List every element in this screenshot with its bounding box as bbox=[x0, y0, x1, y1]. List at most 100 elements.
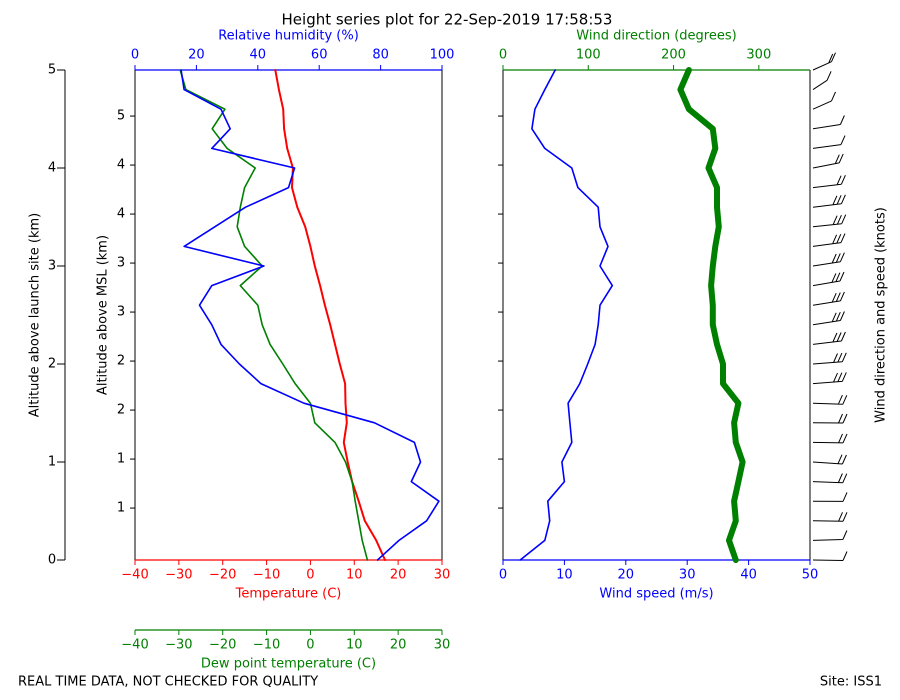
data-line bbox=[274, 69, 386, 561]
y2-tick-label: 1 bbox=[117, 452, 125, 467]
y2-tick-label: 4 bbox=[117, 207, 125, 222]
barb-stroke bbox=[812, 52, 836, 71]
y-axis-label: Altitude above launch site (km) bbox=[28, 213, 43, 417]
wind-barb bbox=[812, 473, 848, 484]
x-tick-label: 20 bbox=[390, 638, 407, 653]
barb-stroke bbox=[812, 530, 848, 541]
wind-barb bbox=[812, 71, 832, 91]
x-tick-label: 100 bbox=[576, 48, 601, 63]
x-tick-label: −10 bbox=[253, 638, 280, 653]
x-tick-label: −30 bbox=[165, 638, 192, 653]
x-axis-label: Wind speed (m/s) bbox=[599, 587, 713, 602]
barb-stroke bbox=[812, 194, 846, 208]
x-tick-label: 30 bbox=[434, 568, 451, 583]
y2-tick-label: 3 bbox=[117, 305, 125, 320]
y-tick-label: 0 bbox=[48, 553, 56, 568]
barb-stroke bbox=[812, 153, 844, 169]
barb-stroke bbox=[812, 372, 847, 385]
x-tick-label: 40 bbox=[250, 48, 267, 63]
x-tick-label: 50 bbox=[802, 568, 819, 583]
data-line bbox=[519, 69, 614, 561]
wind-barb bbox=[812, 271, 845, 287]
x-tick-label: 10 bbox=[346, 568, 363, 583]
x-tick-label: −40 bbox=[121, 638, 148, 653]
barb-stroke bbox=[812, 413, 848, 424]
barb-stroke bbox=[812, 454, 847, 465]
y2-tick-label: 2 bbox=[117, 403, 125, 418]
x-tick-label: 10 bbox=[556, 568, 573, 583]
x-tick-label: 0 bbox=[306, 568, 314, 583]
x-tick-label: 300 bbox=[746, 48, 771, 63]
data-line bbox=[180, 69, 440, 561]
wind-barb bbox=[812, 194, 846, 208]
barb-stroke bbox=[812, 433, 848, 444]
barb-stroke bbox=[812, 352, 847, 365]
y-tick-label: 2 bbox=[48, 357, 56, 372]
wind-barb bbox=[812, 372, 847, 385]
x-axis-label: Wind direction (degrees) bbox=[576, 29, 736, 44]
y2-tick-label: 4 bbox=[117, 158, 125, 173]
x-tick-label: 30 bbox=[434, 638, 451, 653]
x-tick-label: −20 bbox=[209, 638, 236, 653]
barb-stroke bbox=[812, 71, 832, 91]
x-axis-label: Dew point temperature (C) bbox=[201, 657, 376, 672]
x-tick-label: −40 bbox=[121, 568, 148, 583]
x-axis-label: Temperature (C) bbox=[235, 587, 342, 602]
x-tick-label: 100 bbox=[430, 48, 455, 63]
barb-stroke bbox=[812, 512, 848, 522]
x-tick-label: 0 bbox=[499, 568, 507, 583]
barb-stroke bbox=[812, 91, 836, 110]
wind-barb bbox=[812, 413, 848, 424]
data-line bbox=[179, 69, 369, 561]
wind-barb bbox=[812, 433, 848, 444]
wind-barb bbox=[812, 331, 846, 345]
wind-barb bbox=[812, 174, 846, 189]
wind-barb bbox=[812, 394, 848, 405]
wind-barb bbox=[812, 214, 847, 228]
wind-barb bbox=[812, 311, 845, 326]
x-tick-label: 0 bbox=[499, 48, 507, 63]
x-tick-label: 20 bbox=[188, 48, 205, 63]
wind-barb bbox=[812, 454, 847, 465]
barb-stroke bbox=[812, 233, 846, 247]
barb-stroke bbox=[812, 115, 845, 130]
barb-stroke bbox=[812, 291, 845, 306]
wind-barb bbox=[812, 91, 836, 110]
y-tick-label: 1 bbox=[48, 455, 56, 470]
barb-stroke bbox=[812, 135, 846, 149]
x-tick-label: −30 bbox=[165, 568, 192, 583]
barb-axis-label: Wind direction and speed (knots) bbox=[874, 207, 889, 423]
barb-stroke bbox=[812, 311, 845, 326]
x-tick-label: 30 bbox=[679, 568, 696, 583]
wind-barb bbox=[812, 135, 846, 149]
wind-barb bbox=[812, 291, 845, 306]
y-tick-label: 3 bbox=[48, 259, 56, 274]
wind-barb bbox=[812, 551, 848, 561]
wind-barb bbox=[812, 530, 848, 541]
barb-stroke bbox=[812, 473, 848, 484]
wind-barb bbox=[812, 252, 845, 267]
y2-tick-label: 3 bbox=[117, 256, 125, 271]
data-line bbox=[677, 67, 746, 563]
figure-title: Height series plot for 22-Sep-2019 17:58… bbox=[282, 11, 613, 29]
barb-stroke bbox=[812, 551, 848, 561]
wind-barb bbox=[812, 52, 836, 71]
y2-axis-label: Altitude above MSL (km) bbox=[96, 235, 111, 395]
x-tick-label: 20 bbox=[618, 568, 635, 583]
site-label: Site: ISS1 bbox=[820, 675, 882, 690]
barb-stroke bbox=[812, 252, 845, 267]
barb-stroke bbox=[812, 214, 847, 228]
y-tick-label: 4 bbox=[48, 161, 56, 176]
wind-barb bbox=[812, 153, 844, 169]
y2-tick-label: 2 bbox=[117, 354, 125, 369]
wind-barb bbox=[812, 352, 847, 365]
wind-barb bbox=[812, 233, 846, 247]
x-tick-label: −20 bbox=[209, 568, 236, 583]
y2-tick-label: 1 bbox=[117, 501, 125, 516]
barb-stroke bbox=[812, 271, 845, 287]
x-tick-label: 10 bbox=[346, 638, 363, 653]
wind-barb bbox=[812, 512, 848, 522]
x-tick-label: 20 bbox=[390, 568, 407, 583]
barb-stroke bbox=[812, 174, 846, 189]
